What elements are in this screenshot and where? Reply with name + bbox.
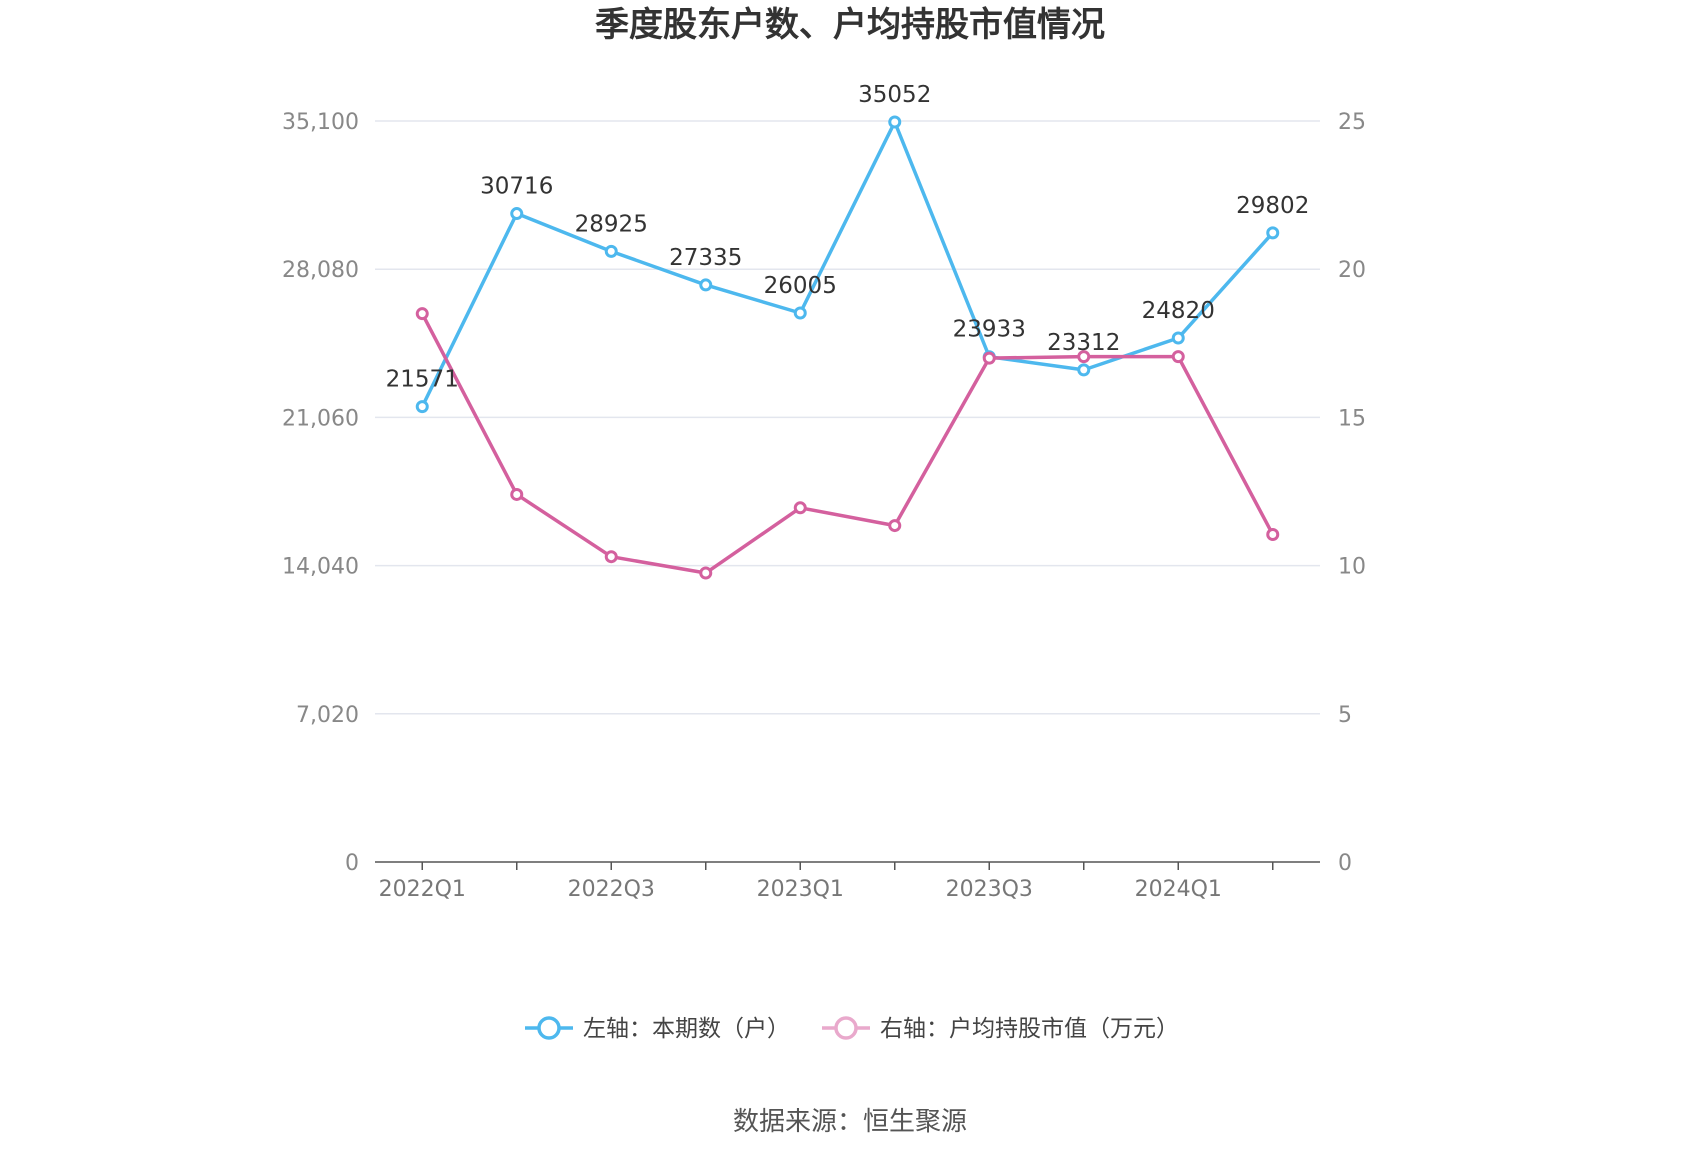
data-point: [1077, 350, 1091, 364]
data-label: 26005: [764, 273, 837, 299]
x-axis-tick-label: 2023Q1: [757, 877, 844, 902]
data-point: [415, 400, 429, 414]
data-label: 28925: [575, 211, 648, 237]
data-point: [1171, 350, 1185, 364]
left-axis-tick-label: 14,040: [282, 555, 359, 580]
data-label: 24820: [1142, 298, 1215, 324]
data-point: [1077, 363, 1091, 377]
left-axis-tick-label: 21,060: [282, 406, 359, 431]
data-label: 30716: [480, 174, 553, 200]
right-axis-tick-label: 15: [1338, 406, 1366, 431]
data-point: [604, 550, 618, 564]
x-axis-tick-label: 2022Q3: [568, 877, 655, 902]
data-point: [699, 566, 713, 580]
data-label: 21571: [386, 367, 459, 393]
legend-label-2: 右轴：户均持股市值（万元）: [880, 1016, 1179, 1042]
x-axis-tick-label: 2024Q1: [1135, 877, 1222, 902]
grid: [375, 120, 1320, 715]
data-point: [510, 487, 524, 501]
data-point: [1266, 527, 1280, 541]
chart-title: 季度股东户数、户均持股市值情况: [595, 5, 1105, 45]
data-label: 23312: [1047, 330, 1120, 356]
left-axis-tick-label: 7,020: [296, 703, 359, 728]
data-point: [604, 244, 618, 258]
legend: 左轴：本期数（户） 右轴：户均持股市值（万元）: [525, 1016, 1179, 1042]
data-point: [982, 351, 996, 365]
left-axis-tick-label: 28,080: [282, 258, 359, 283]
data-label: 23933: [953, 317, 1026, 343]
data-point: [793, 306, 807, 320]
data-label: 29802: [1236, 193, 1309, 219]
data-label: 27335: [669, 245, 742, 271]
x-axis-tick-label: 2022Q1: [379, 877, 466, 902]
data-point: [793, 501, 807, 515]
left-axis-tick-label: 35,100: [282, 110, 359, 135]
right-axis-tick-label: 0: [1338, 851, 1352, 876]
right-axis-tick-label: 20: [1338, 258, 1366, 283]
axes: 0 0 7,020 5 14,040 10 21,060 15 28,080 20 35,100 25…: [282, 110, 1366, 902]
data-point: [1171, 331, 1185, 345]
series: [415, 115, 1280, 580]
data-point: [888, 115, 902, 129]
x-axis-tick-label: 2023Q3: [946, 877, 1033, 902]
right-axis-tick-label: 25: [1338, 110, 1366, 135]
data-source: 数据来源：恒生聚源: [733, 1107, 967, 1137]
left-axis-tick-label: 0: [345, 851, 359, 876]
data-point: [415, 307, 429, 321]
right-axis-tick-label: 5: [1338, 703, 1352, 728]
legend-marker-2: [834, 1016, 858, 1040]
data-point: [888, 519, 902, 533]
data-point: [510, 207, 524, 221]
right-axis-tick-label: 10: [1338, 555, 1366, 580]
series-line-1: [420, 120, 1275, 408]
data-label: 35052: [858, 82, 931, 108]
legend-label-1: 左轴：本期数（户）: [583, 1016, 790, 1042]
data-labels: 21571 30716 28925 27335 26005 35052 23933 23312…: [386, 82, 1310, 393]
data-point: [1266, 226, 1280, 240]
data-point: [699, 278, 713, 292]
series-line-2: [420, 312, 1275, 575]
legend-marker-1: [537, 1016, 561, 1040]
